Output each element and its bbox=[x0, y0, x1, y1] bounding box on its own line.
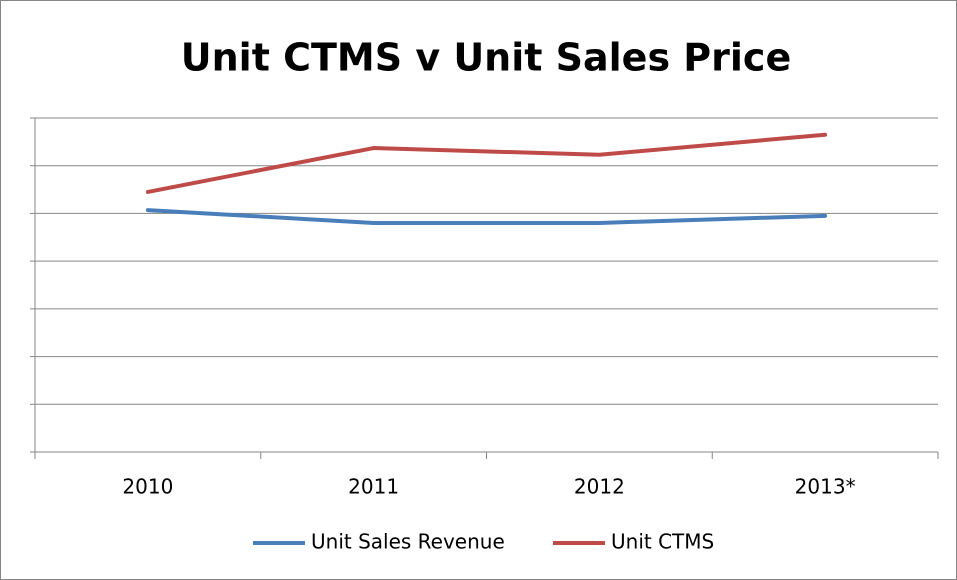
legend-label: Unit Sales Revenue bbox=[311, 530, 505, 554]
x-tick-label: 2012 bbox=[574, 475, 625, 499]
x-tick-label: 2013* bbox=[795, 475, 856, 499]
x-tick-label: 2010 bbox=[122, 475, 173, 499]
chart-title: Unit CTMS v Unit Sales Price bbox=[181, 36, 791, 80]
legend-label: Unit CTMS bbox=[611, 530, 714, 554]
data-line bbox=[145, 132, 828, 194]
x-tick-label: 2011 bbox=[348, 475, 399, 499]
data-line bbox=[145, 208, 828, 225]
